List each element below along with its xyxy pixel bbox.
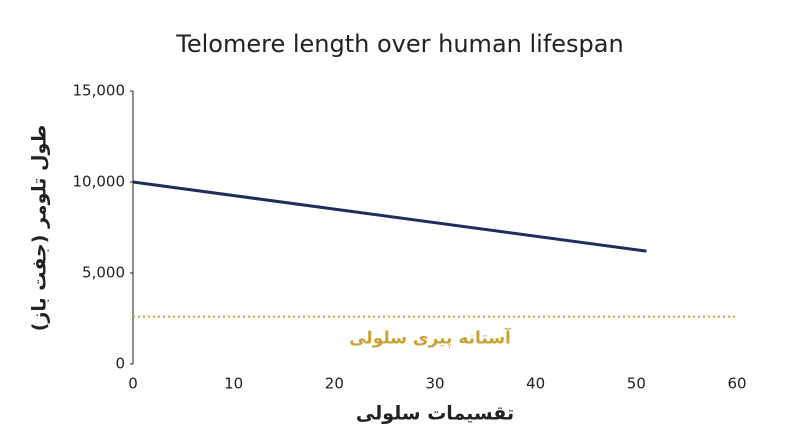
y-tick-label: 15,000 <box>73 82 126 100</box>
threshold-label: آستانه پیری سلولی <box>349 327 512 349</box>
y-tick-label: 0 <box>115 355 125 373</box>
y-tick-label: 10,000 <box>73 173 126 191</box>
x-axis-title: تقسیمات سلولی <box>356 403 514 425</box>
chart-title: Telomere length over human lifespan <box>175 30 623 58</box>
y-tick-label: 5,000 <box>82 264 125 282</box>
y-axis-title: طول تلومر (جفت باز) <box>29 125 51 332</box>
x-tick-label: 60 <box>727 375 746 393</box>
x-tick-label: 20 <box>325 375 344 393</box>
data-line <box>132 180 647 253</box>
x-tick-label: 30 <box>425 375 444 393</box>
x-tick-label: 50 <box>627 375 646 393</box>
x-tick-label: 10 <box>224 375 243 393</box>
x-tick-label: 0 <box>128 375 138 393</box>
x-tick-label: 40 <box>526 375 545 393</box>
